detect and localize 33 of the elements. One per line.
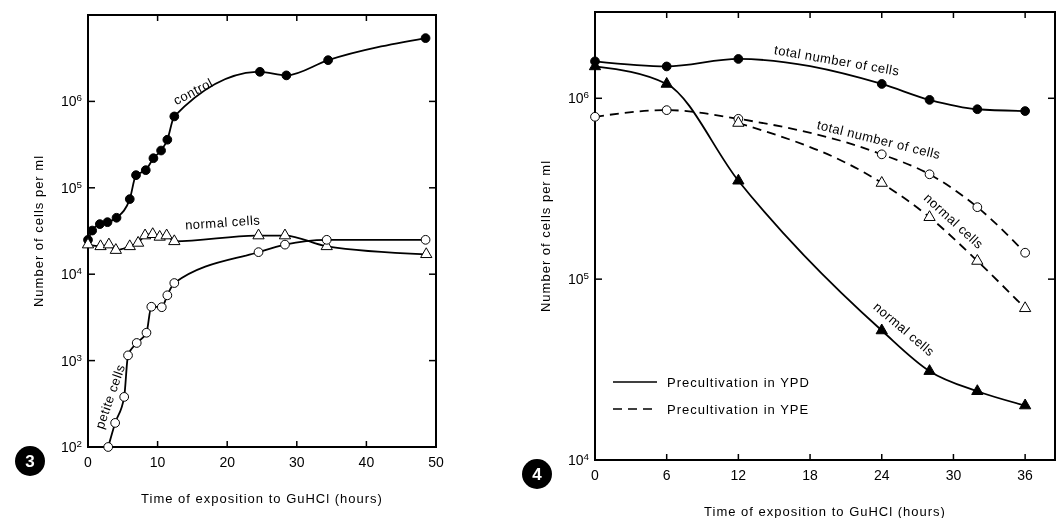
annotation: Precultivation in YPE [667,402,810,417]
y-tick-label: 10$^{2}$ [60,437,82,455]
text: 3 [25,452,35,471]
x-tick-label: 0 [591,467,600,483]
y-tick-label: 10$^{5}$ [567,269,590,288]
y-tick-label: 10$^{5}$ [60,178,83,196]
series-label: normal cells [184,212,261,233]
x-tick-label: 12 [730,467,747,483]
x-tick-label: 0 [84,454,93,470]
y-tick-label: 10$^{6}$ [567,88,590,107]
x-tick-label: 30 [289,454,305,470]
y-axis-title: Number of cells per ml [538,159,553,313]
y-tick-label: 10$^{6}$ [60,91,83,110]
x-tick-label: 50 [428,454,444,470]
x-axis-title: Time of exposition to GuHCl (hours) [704,504,946,518]
x-tick-label: 36 [1017,467,1034,483]
x-tick-label: 18 [802,467,819,483]
x-tick-label: 30 [945,467,962,483]
x-axis-title: Time of exposition to GuHCl (hours) [141,491,383,506]
y-tick-label: 10$^{4}$ [60,264,83,283]
y-tick-label: 10$^{3}$ [60,351,83,369]
text: petite cells [92,362,129,431]
annotation: Precultivation in YPD [667,375,810,390]
y-axis-title: Number of cells per ml [31,154,46,308]
x-tick-label: 6 [662,467,671,483]
x-tick-label: 24 [873,467,890,483]
text: total number of cells [815,117,943,163]
x-tick-label: 40 [358,454,375,470]
text: total number of cells [773,42,901,80]
y-tick-label: 10$^{4}$ [567,450,590,468]
x-tick-label: 10 [149,454,166,470]
x-tick-label: 20 [219,454,236,470]
text: 4 [532,465,543,484]
